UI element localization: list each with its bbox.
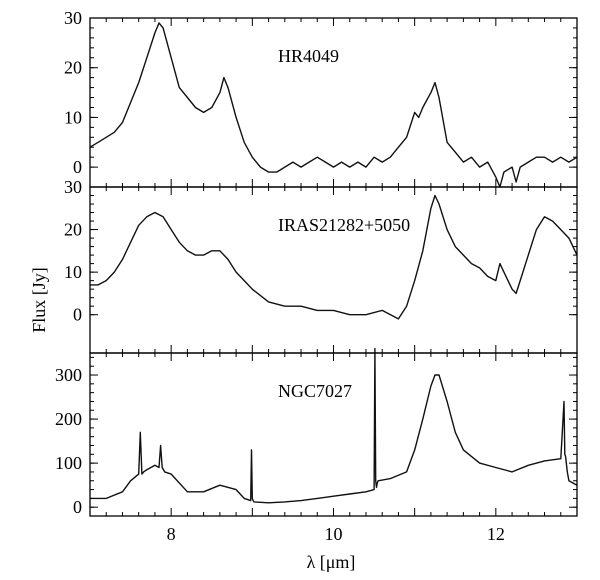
x-tick-label: 10	[325, 524, 343, 544]
panel-3: 0 100 200 300 NGC7027	[55, 347, 578, 517]
y-tick-label: 0	[73, 157, 82, 177]
spectrum-line	[90, 347, 578, 504]
x-tick-label: 8	[167, 524, 176, 544]
y-tick-label: 10	[64, 262, 82, 282]
y-tick-label: 0	[73, 497, 82, 517]
panel-frame	[89, 17, 578, 188]
y-tick-label: 300	[55, 365, 82, 385]
x-tick-label: 12	[487, 524, 505, 544]
y-tick-label: 20	[64, 58, 82, 78]
y-tick-label: 30	[64, 177, 82, 197]
panel-1: 0 10 20 30 HR4049	[64, 8, 578, 188]
y-tick-label: 200	[55, 409, 82, 429]
y-tick-label: 100	[55, 453, 82, 473]
panels: 0 10 20 30 HR4049 0 10 20 30 IRAS21282+5050 0 100 20…	[55, 8, 578, 544]
y-axis-title: Flux [Jy]	[29, 267, 49, 333]
y-tick-label: 0	[73, 305, 82, 325]
spectrum-line	[90, 194, 578, 320]
panel-frame	[89, 186, 578, 354]
panel-label: HR4049	[278, 46, 339, 66]
panel-2: 0 10 20 30 IRAS21282+5050	[64, 177, 578, 354]
y-tick-label: 20	[64, 220, 82, 240]
panel-frame	[89, 352, 578, 517]
x-axis-title: λ [μm]	[307, 552, 356, 572]
panel-label: IRAS21282+5050	[278, 215, 410, 235]
y-tick-label: 10	[64, 107, 82, 127]
panel-label: NGC7027	[278, 381, 352, 401]
y-tick-label: 30	[64, 8, 82, 28]
